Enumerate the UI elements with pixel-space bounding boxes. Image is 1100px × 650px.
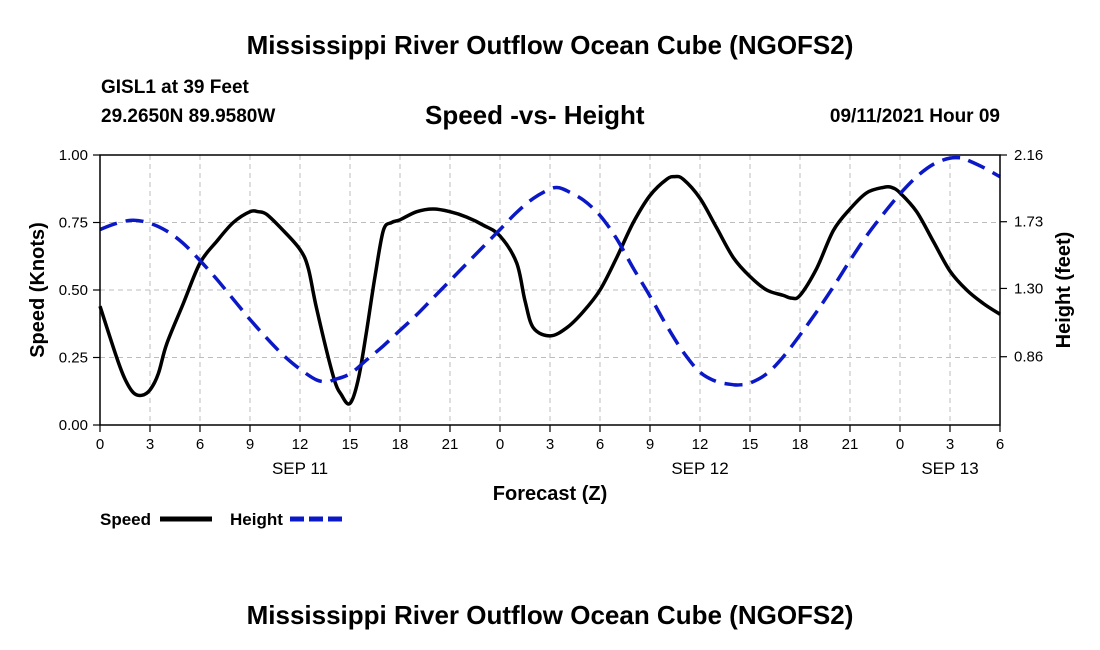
y-tick-label: 0.75 [59,215,88,232]
x-tick-label: 0 [896,436,904,453]
axis-labels: 0 3 6 9 12 15 18 21 0 3 6 9 12 15 18 21 0 3 6 0.00 0.25 0.50 0… [27,147,1075,505]
x-tick-label: 3 [946,436,954,453]
station-coordinates: 29.2650N 89.9580W [101,106,276,127]
forecast-datetime: 09/11/2021 Hour 09 [829,106,1000,127]
chart-subtitle: Speed -vs- Height [425,100,645,130]
x-tick-label: 21 [842,436,859,453]
x-tick-label: 6 [996,436,1004,453]
y2-tick-label: 1.73 [1014,214,1043,231]
x-tick-label: 3 [546,436,554,453]
axis-ticks [93,154,1007,432]
date-label: SEP 11 [272,459,328,478]
y2-tick-label: 0.86 [1014,349,1043,366]
x-tick-label: 6 [196,436,204,453]
station-name: GISL1 at 39 Feet [101,77,249,98]
y2-tick-label: 1.30 [1014,280,1043,297]
x-tick-label: 18 [392,436,409,453]
y2-tick-label: 2.16 [1014,147,1043,164]
legend-speed-label: Speed [100,510,151,529]
height-series-line [99,155,1001,387]
x-tick-label: 15 [742,436,759,453]
date-label: SEP 12 [671,459,728,478]
legend: Speed Height [100,510,342,529]
chart-main-title: Mississippi River Outflow Ocean Cube (NG… [246,30,854,60]
speed-series-line [98,174,1001,406]
x-tick-label: 9 [246,436,254,453]
legend-height-label: Height [230,510,283,529]
grid [100,155,1000,425]
series-layer [98,155,1001,406]
y2-axis-title: Height (feet) [1053,232,1075,349]
y-tick-label: 1.00 [59,147,88,164]
x-tick-label: 3 [146,436,154,453]
footer-title: Mississippi River Outflow Ocean Cube (NG… [246,600,854,630]
y-tick-label: 0.25 [59,350,88,367]
x-tick-label: 12 [292,436,309,453]
y-tick-label: 0.00 [59,417,88,434]
x-axis-title: Forecast (Z) [493,483,607,505]
y-axis-title: Speed (Knots) [27,222,49,358]
x-tick-label: 21 [442,436,459,453]
x-tick-label: 12 [692,436,709,453]
x-tick-label: 9 [646,436,654,453]
x-tick-label: 6 [596,436,604,453]
x-tick-label: 0 [496,436,504,453]
x-tick-label: 0 [96,436,104,453]
date-label: SEP 13 [921,459,978,478]
y-tick-label: 0.50 [59,282,88,299]
x-tick-label: 15 [342,436,359,453]
x-tick-label: 18 [792,436,809,453]
